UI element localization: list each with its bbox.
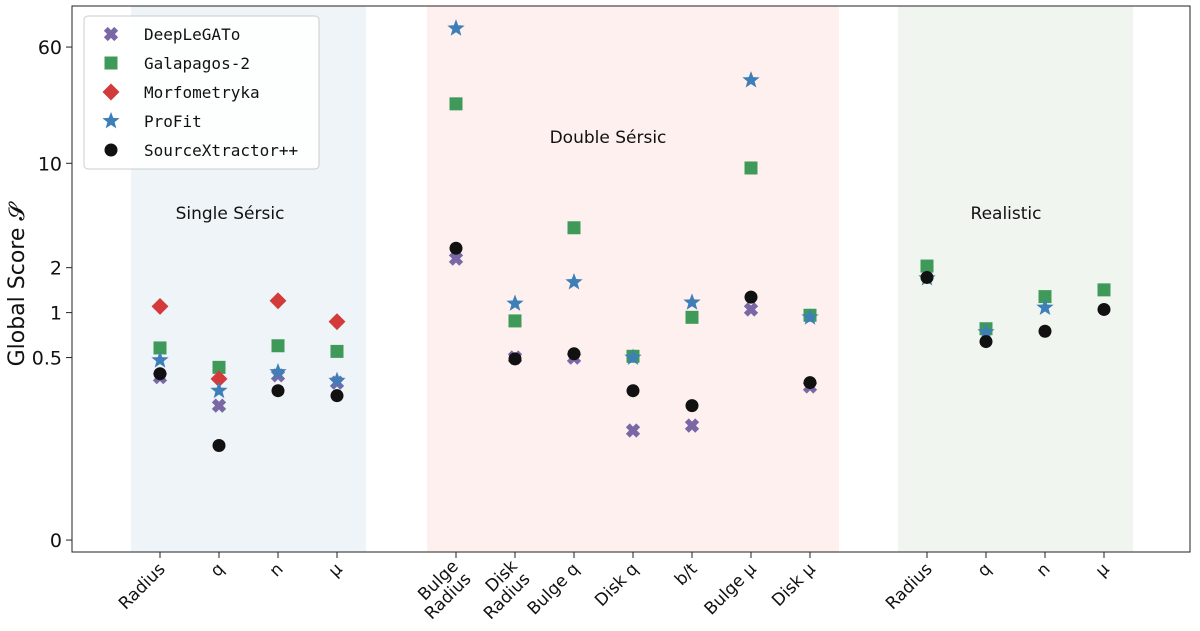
data-point	[153, 367, 167, 381]
data-point	[1097, 283, 1111, 297]
region-band	[898, 6, 1133, 552]
x-tick-label: Disk μ	[768, 559, 820, 611]
data-point	[743, 302, 759, 317]
y-tick-label: 10	[38, 153, 62, 175]
data-point	[567, 347, 581, 361]
data-point	[684, 418, 700, 433]
series-morfometryka	[151, 292, 346, 388]
data-point	[506, 294, 524, 311]
data-point	[742, 71, 760, 88]
data-point	[626, 384, 640, 398]
data-point	[271, 384, 285, 398]
x-tick-label: μ	[1092, 559, 1114, 581]
region-label: Double Sérsic	[550, 128, 667, 148]
data-point	[624, 348, 642, 365]
x-tick-label: μ	[325, 559, 347, 581]
region-label: Single Sérsic	[176, 204, 285, 224]
legend-box	[83, 15, 320, 170]
x-tick-label: Bulge μ	[701, 559, 761, 619]
data-point	[979, 335, 993, 349]
y-tick-label: 0.5	[32, 348, 62, 370]
data-point	[920, 259, 934, 273]
x-tick-label: q	[974, 559, 996, 581]
data-point	[625, 423, 641, 438]
x-tick-label: Disk q	[591, 559, 642, 610]
legend-marker	[103, 26, 119, 42]
data-point	[210, 381, 228, 399]
data-point	[1038, 324, 1052, 338]
data-point	[269, 362, 287, 380]
data-point	[1097, 302, 1111, 316]
legend: DeepLeGATo Galapagos-2 Morfometryka ProFit S…	[83, 15, 320, 170]
x-tick-label: n	[1033, 559, 1055, 581]
region-band	[427, 6, 839, 552]
legend-entry: DeepLeGATo	[144, 25, 240, 44]
data-point	[803, 376, 817, 390]
data-point	[269, 292, 287, 310]
y-tick-label: 1	[50, 303, 62, 325]
x-tick-label: n	[266, 559, 288, 581]
data-point	[801, 308, 819, 325]
data-point	[920, 270, 934, 284]
plot-frame	[71, 5, 1191, 553]
x-tick-label: b/t	[671, 559, 702, 590]
legend-marker	[104, 143, 118, 157]
x-tick-label: Bulge q	[524, 559, 584, 619]
x-tick-label: q	[207, 559, 229, 581]
y-tick-label: 2	[50, 258, 62, 280]
data-point	[151, 351, 169, 368]
x-tick-label: Radius	[882, 559, 937, 614]
legend-entry: SourceXtractor++	[144, 141, 298, 160]
data-point	[1038, 290, 1052, 304]
x-tick-label: BulgeRadius	[408, 556, 475, 623]
data-point	[211, 398, 227, 413]
legend-marker	[102, 83, 120, 101]
legend-entry: Galapagos-2	[144, 54, 250, 73]
data-point	[567, 221, 581, 235]
legend-entry: ProFit	[144, 112, 202, 131]
x-tick-label: DiskRadius	[467, 556, 534, 623]
y-tick-label: 0	[50, 530, 62, 552]
data-point	[153, 341, 167, 355]
data-point	[151, 297, 169, 315]
data-point	[328, 313, 346, 331]
data-point	[508, 314, 522, 328]
data-point	[330, 344, 344, 358]
series-galapagos-2	[153, 97, 1111, 374]
data-point	[565, 273, 583, 290]
data-point	[328, 371, 346, 389]
legend-marker	[104, 56, 118, 70]
data-point	[1036, 298, 1054, 315]
data-point	[683, 293, 701, 310]
data-point	[212, 360, 226, 374]
data-point	[685, 310, 699, 324]
data-point	[685, 399, 699, 413]
x-tick-label: Radius	[115, 559, 170, 614]
data-point	[508, 352, 522, 366]
axes-frame	[71, 5, 1191, 553]
data-point	[744, 290, 758, 304]
y-axis-label: Global Score 𝓢	[5, 201, 30, 367]
data-point	[977, 323, 995, 340]
series-sourcextractor-	[153, 241, 1111, 452]
legend-marker	[102, 111, 120, 129]
legend-entry: Morfometryka	[144, 83, 260, 102]
data-point	[449, 241, 463, 255]
data-point	[744, 161, 758, 175]
data-point	[271, 339, 285, 353]
y-axis: 0 0.5 1 2 10 60	[32, 37, 72, 552]
data-point	[210, 370, 228, 388]
data-point	[447, 19, 465, 36]
data-point	[448, 251, 464, 266]
data-point	[330, 389, 344, 403]
data-point	[449, 97, 463, 111]
data-point	[212, 438, 226, 452]
y-tick-label: 60	[38, 37, 62, 59]
region-label: Realistic	[971, 204, 1042, 224]
region-labels: Single Sérsic Double Sérsic Realistic	[176, 128, 1042, 224]
data-points	[151, 19, 1111, 452]
